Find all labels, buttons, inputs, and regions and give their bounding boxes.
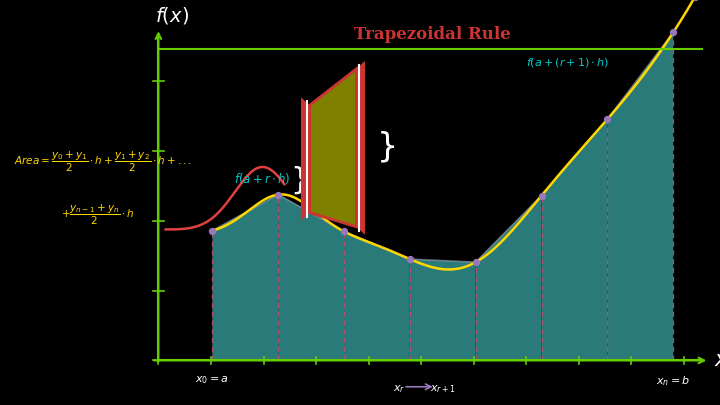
Point bbox=[667, 29, 679, 36]
Text: $f(a + r \cdot h)$: $f(a + r \cdot h)$ bbox=[234, 171, 291, 186]
Text: $x_r$: $x_r$ bbox=[393, 383, 406, 394]
Text: $\}$: $\}$ bbox=[290, 164, 307, 196]
Point bbox=[536, 192, 547, 199]
Text: $\mathit{Area} = \dfrac{y_0+y_1}{2} \cdot h + \dfrac{y_1+y_2}{2} \cdot h + ...$: $\mathit{Area} = \dfrac{y_0+y_1}{2} \cdo… bbox=[14, 150, 192, 174]
Text: $x_0 = a$: $x_0 = a$ bbox=[195, 375, 230, 386]
Point bbox=[602, 116, 613, 123]
Point bbox=[272, 192, 284, 198]
Point bbox=[470, 259, 482, 265]
Text: $x_{r+1}$: $x_{r+1}$ bbox=[430, 383, 456, 394]
Polygon shape bbox=[212, 195, 278, 360]
Polygon shape bbox=[541, 119, 608, 360]
Point bbox=[338, 228, 350, 235]
Text: $\}$: $\}$ bbox=[376, 130, 395, 165]
Point bbox=[207, 227, 218, 234]
Polygon shape bbox=[310, 69, 356, 227]
Text: $+\dfrac{y_{n-1}+y_n}{2}\cdot h$: $+\dfrac{y_{n-1}+y_n}{2}\cdot h$ bbox=[61, 202, 135, 227]
Point bbox=[404, 256, 415, 262]
Text: $f(a+(r+1)\cdot h)$: $f(a+(r+1)\cdot h)$ bbox=[526, 56, 608, 69]
Polygon shape bbox=[356, 61, 365, 235]
Polygon shape bbox=[410, 259, 476, 360]
Polygon shape bbox=[344, 232, 410, 360]
Text: $f(x)$: $f(x)$ bbox=[155, 5, 189, 26]
Text: $x$: $x$ bbox=[714, 350, 720, 371]
Text: $x_n = b$: $x_n = b$ bbox=[656, 375, 690, 388]
Polygon shape bbox=[476, 196, 541, 360]
Text: Trapezoidal Rule: Trapezoidal Rule bbox=[354, 26, 510, 43]
Polygon shape bbox=[608, 32, 673, 360]
Polygon shape bbox=[278, 195, 344, 360]
Polygon shape bbox=[301, 97, 310, 221]
